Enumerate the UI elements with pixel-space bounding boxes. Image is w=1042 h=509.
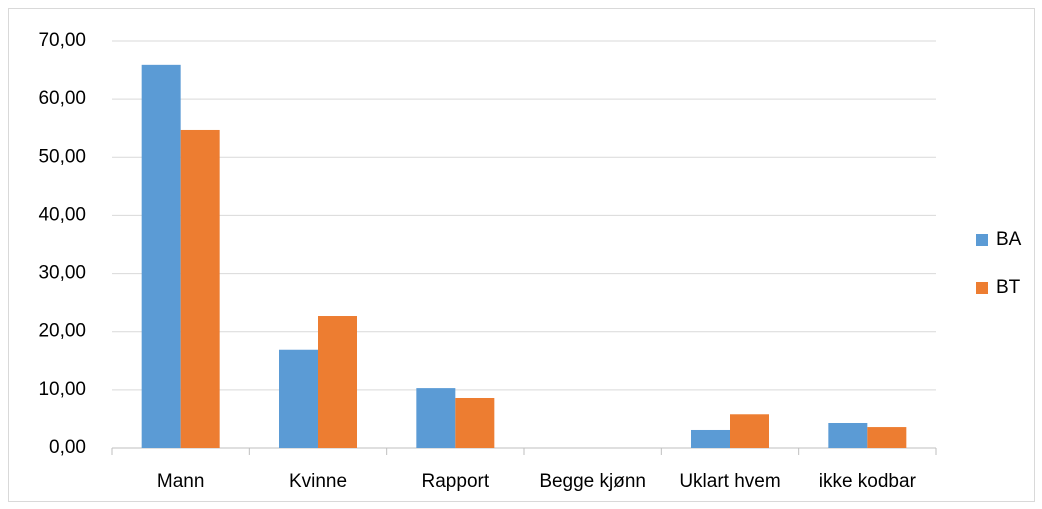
legend-swatch bbox=[976, 234, 988, 246]
y-tick-label: 10,00 bbox=[38, 379, 86, 400]
bar bbox=[141, 64, 181, 449]
legend-label: BT bbox=[996, 277, 1021, 298]
y-tick-label: 40,00 bbox=[38, 204, 86, 225]
bar bbox=[279, 349, 318, 448]
x-tick-label: Begge kjønn bbox=[539, 471, 646, 492]
x-tick-label: Kvinne bbox=[289, 471, 347, 492]
y-tick-label: 60,00 bbox=[38, 88, 86, 109]
y-tick-label: 0,00 bbox=[49, 437, 86, 458]
y-tick-label: 30,00 bbox=[38, 263, 86, 284]
bar bbox=[691, 429, 730, 448]
bar bbox=[180, 129, 220, 449]
bar bbox=[828, 422, 868, 448]
bar bbox=[416, 388, 456, 448]
legend-label: BA bbox=[996, 229, 1022, 250]
x-tick-label: Mann bbox=[157, 471, 205, 492]
bar bbox=[455, 397, 495, 448]
y-tick-label: 50,00 bbox=[38, 146, 86, 167]
x-tick-label: Rapport bbox=[422, 471, 490, 492]
bar bbox=[318, 316, 357, 448]
x-tick-label: Uklart hvem bbox=[679, 471, 780, 492]
x-tick-label: ikke kodbar bbox=[819, 471, 917, 492]
y-tick-label: 70,00 bbox=[38, 30, 86, 51]
bar bbox=[867, 427, 907, 448]
legend-swatch bbox=[976, 282, 988, 294]
y-tick-label: 20,00 bbox=[38, 321, 86, 342]
bar bbox=[730, 414, 769, 448]
